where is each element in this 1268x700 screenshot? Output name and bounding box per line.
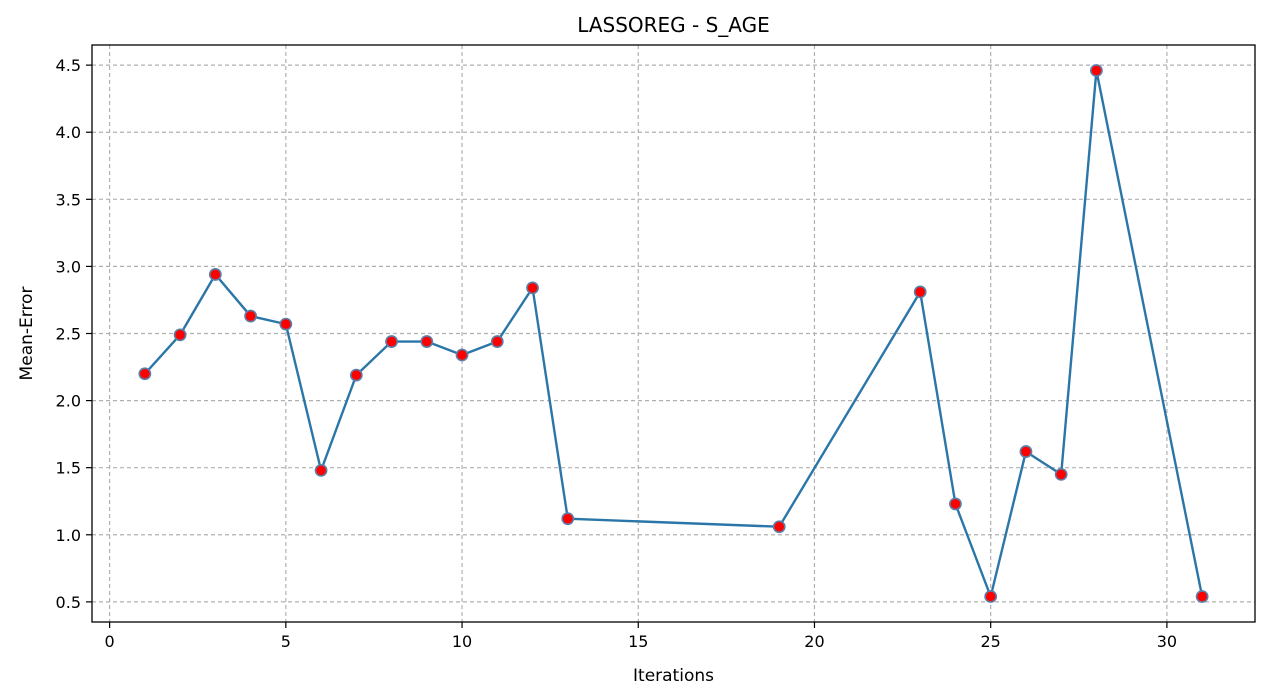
- x-tick-label: 0: [105, 632, 115, 651]
- data-point: [1090, 64, 1103, 77]
- y-tick-label: 2.5: [56, 325, 81, 344]
- data-point: [490, 335, 504, 348]
- data-point: [1195, 590, 1209, 603]
- x-tick-label: 15: [628, 632, 648, 651]
- data-point: [173, 328, 187, 342]
- data-point: [208, 268, 222, 281]
- chart-title: LASSOREG - S_AGE: [577, 13, 770, 37]
- data-point: [244, 309, 257, 323]
- y-tick-label: 2.0: [56, 392, 81, 411]
- data-point: [772, 520, 786, 534]
- x-axis-title: Iterations: [633, 666, 714, 686]
- data-point: [455, 348, 469, 362]
- y-tick-label: 4.5: [56, 56, 81, 75]
- data-point: [1054, 467, 1068, 481]
- data-point: [385, 335, 398, 348]
- y-tick-label: 3.0: [56, 257, 81, 276]
- y-tick-label: 1.5: [56, 459, 81, 478]
- data-point: [561, 512, 575, 526]
- data-point: [349, 368, 363, 382]
- data-point: [526, 281, 539, 295]
- y-tick-label: 0.5: [56, 593, 81, 612]
- x-tick-label: 20: [804, 632, 824, 651]
- data-point: [913, 285, 927, 299]
- x-tick-label: 30: [1157, 632, 1177, 651]
- data-point: [314, 463, 328, 477]
- y-tick-label: 1.0: [56, 526, 81, 545]
- data-point: [949, 497, 962, 511]
- x-tick-label: 10: [452, 632, 472, 651]
- series-layer: [138, 64, 1209, 603]
- data-point: [420, 335, 434, 348]
- data-point: [984, 590, 998, 603]
- y-tick-label: 4.0: [56, 123, 81, 142]
- y-axis-title: Mean-Error: [17, 287, 37, 381]
- data-point: [279, 317, 293, 331]
- x-tick-label: 5: [281, 632, 291, 651]
- x-tick-label: 25: [981, 632, 1001, 651]
- data-point: [1019, 445, 1033, 458]
- y-tick-label: 3.5: [56, 190, 81, 209]
- ticks: 0 5 10 15 20 25 30 0.5 1.0 1.5 2.0 2.5 3.0 3.5 4.0 4.5: [56, 56, 1178, 651]
- grid: [92, 45, 1255, 622]
- data-point: [138, 367, 152, 381]
